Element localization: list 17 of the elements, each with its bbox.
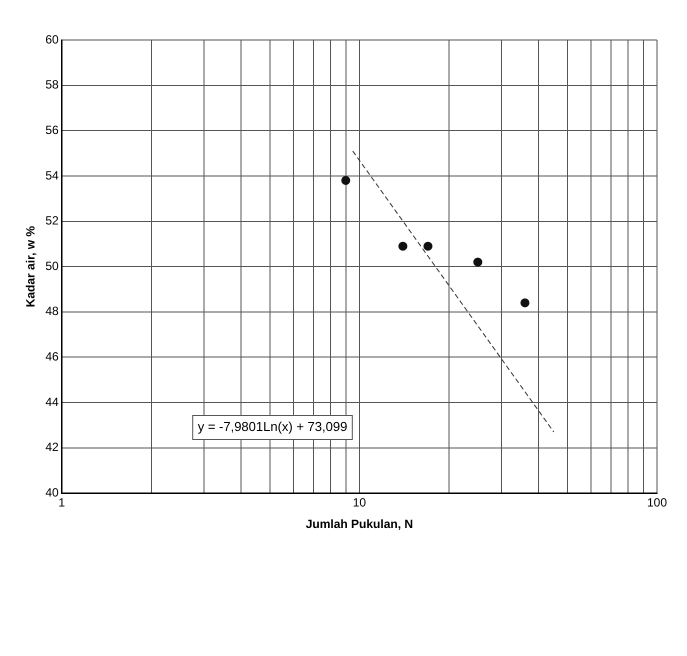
- annotation: y = -7,9801Ln(x) + 73,099: [198, 419, 348, 434]
- y-tick-label: 46: [45, 350, 60, 364]
- y-tick-label: 58: [45, 78, 60, 92]
- y-tick-label: 40: [45, 486, 60, 500]
- y-tick-label: 56: [45, 122, 60, 137]
- y-tick-label: 50: [45, 258, 60, 273]
- y-tick-label: 44: [45, 394, 60, 409]
- x-axis-title: Jumlah Pukulan, N: [306, 517, 414, 532]
- y-tick-label: 52: [45, 214, 60, 228]
- x-tick-label: 100: [646, 496, 668, 510]
- x-tick-label: 1: [58, 496, 66, 510]
- y-tick-label: 54: [45, 168, 60, 182]
- x-tick-label: 10: [352, 496, 366, 510]
- y-tick-label: 42: [45, 440, 60, 454]
- y-axis-title: Kadar air, w %: [24, 226, 38, 308]
- y-tick-label: 60: [45, 32, 60, 46]
- y-tick-label: 48: [45, 304, 60, 318]
